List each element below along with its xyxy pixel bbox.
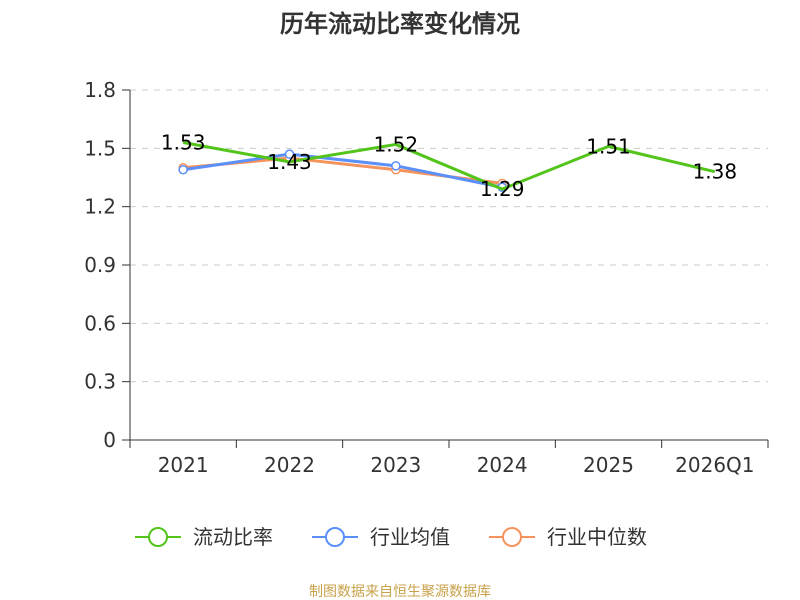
legend-item-2[interactable]: 行业中位数 [489,525,647,549]
legend-marker-icon [325,527,345,547]
legend-marker-icon [148,527,168,547]
y-tick-label: 0.6 [84,311,116,335]
y-tick-label: 1.2 [84,195,116,219]
x-tick-label: 2026Q1 [675,453,754,477]
x-tick-label: 2021 [158,453,209,477]
x-tick-label: 2024 [477,453,528,477]
legend: 流动比率 行业均值 行业中位数 [135,525,647,549]
data-label: 1.53 [161,131,206,155]
legend-item-1[interactable]: 行业均值 [312,525,450,549]
series-line [182,152,503,189]
data-label: 1.43 [267,150,312,174]
series-line [182,141,716,191]
x-tick-label: 2025 [583,453,634,477]
legend-marker-icon [502,527,522,547]
legend-label: 行业均值 [370,525,450,549]
y-tick-label: 0.3 [84,370,116,394]
data-label: 1.29 [480,177,525,201]
series-1 [178,149,507,192]
y-tick-label: 0.9 [84,253,116,277]
y-tick-label: 0 [103,428,116,452]
data-point [178,164,188,175]
data-labels: 1.53 1.43 1.52 1.29 1.51 1.38 [161,131,737,202]
x-tick-label: 2022 [264,453,315,477]
data-label: 1.51 [586,134,631,158]
data-label: 1.52 [374,132,419,156]
legend-label: 流动比率 [193,525,273,549]
legend-item-0[interactable]: 流动比率 [135,525,273,549]
data-point [284,149,295,159]
data-point [391,161,401,171]
data-label: 1.38 [693,160,738,184]
chart-title: 历年流动比率变化情况 [280,10,520,38]
axes: 0 0.3 0.6 0.9 1.2 1.5 1.8 2021 2022 2023 2024 2025 2… [84,78,769,477]
series-lines [178,141,716,192]
series-0 [182,141,716,191]
y-tick-label: 1.5 [84,136,116,160]
legend-label: 行业中位数 [547,525,647,549]
data-source-note: 制图数据来自恒生聚源数据库 [309,584,491,600]
y-tick-label: 1.8 [84,78,116,102]
grid-lines [130,89,768,383]
x-tick-label: 2023 [370,453,421,477]
